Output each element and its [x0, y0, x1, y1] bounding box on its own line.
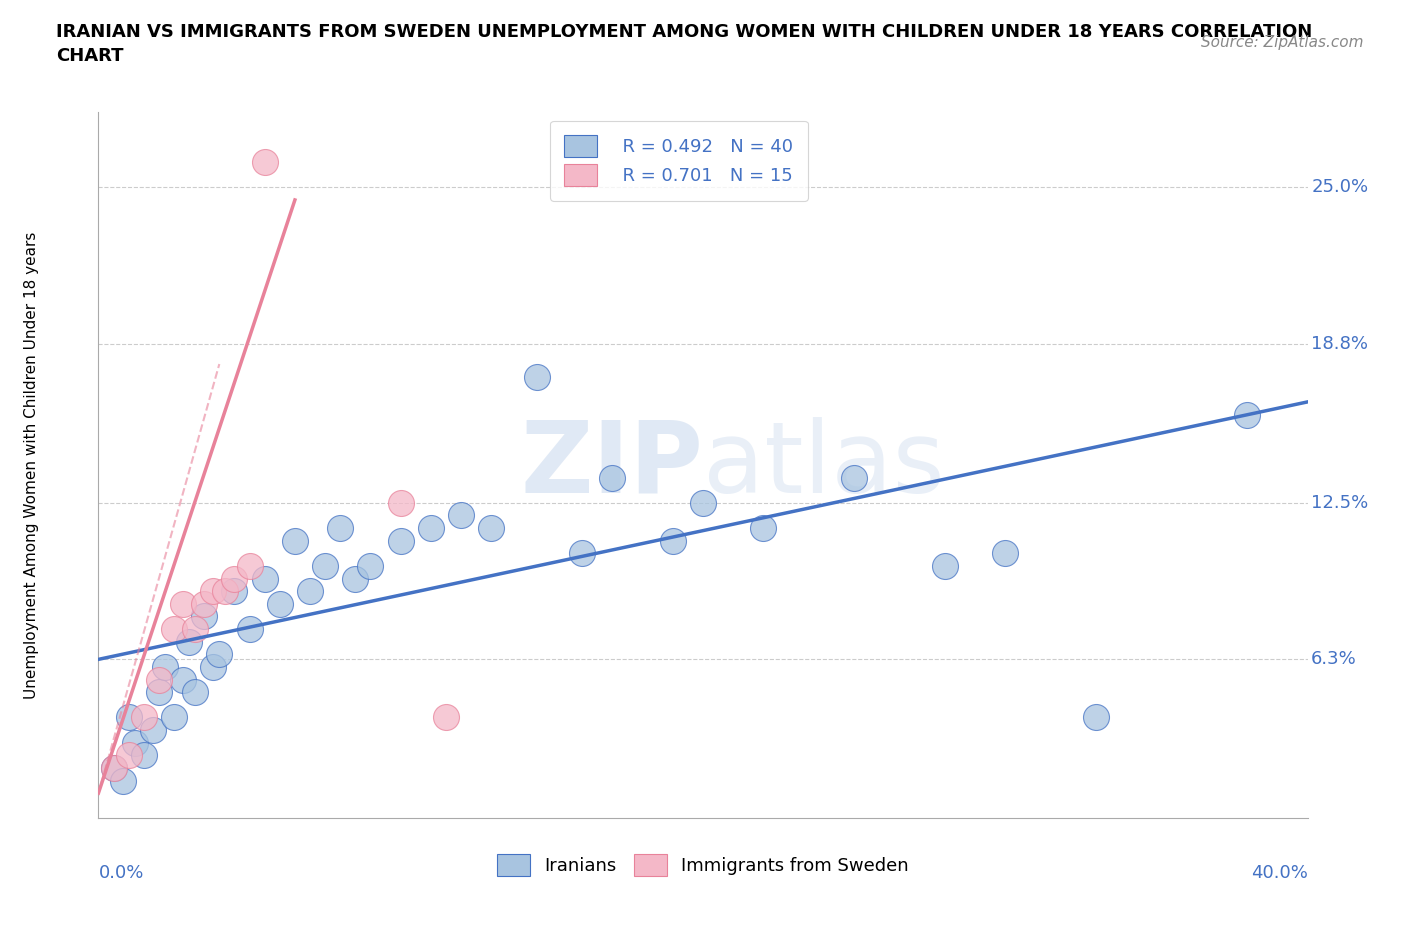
Point — [314, 559, 336, 574]
Point — [132, 748, 155, 763]
Point — [269, 596, 291, 611]
Text: IRANIAN VS IMMIGRANTS FROM SWEDEN UNEMPLOYMENT AMONG WOMEN WITH CHILDREN UNDER 1: IRANIAN VS IMMIGRANTS FROM SWEDEN UNEMPL… — [56, 23, 1312, 65]
Point — [193, 596, 215, 611]
Text: 12.5%: 12.5% — [1312, 494, 1368, 512]
Text: atlas: atlas — [703, 417, 945, 513]
Point — [184, 621, 207, 636]
Text: 25.0%: 25.0% — [1312, 179, 1368, 196]
Point — [692, 496, 714, 511]
Point — [661, 533, 683, 548]
Point — [239, 559, 262, 574]
Point — [239, 621, 262, 636]
Point — [179, 634, 201, 649]
Point — [153, 659, 176, 674]
Point — [994, 546, 1017, 561]
Point — [111, 773, 134, 788]
Point — [253, 571, 276, 586]
Point — [934, 559, 956, 574]
Text: 6.3%: 6.3% — [1312, 650, 1357, 669]
Point — [118, 710, 141, 724]
Point — [202, 659, 225, 674]
Point — [142, 723, 165, 737]
Point — [389, 496, 412, 511]
Point — [844, 471, 866, 485]
Point — [1236, 407, 1258, 422]
Point — [148, 672, 170, 687]
Point — [124, 736, 146, 751]
Point — [571, 546, 593, 561]
Point — [202, 584, 225, 599]
Point — [103, 761, 125, 776]
Text: ZIP: ZIP — [520, 417, 703, 513]
Point — [434, 710, 457, 724]
Text: 40.0%: 40.0% — [1251, 864, 1308, 883]
Point — [1085, 710, 1108, 724]
Point — [389, 533, 412, 548]
Point — [148, 684, 170, 699]
Text: Source: ZipAtlas.com: Source: ZipAtlas.com — [1201, 35, 1364, 50]
Point — [481, 521, 503, 536]
Point — [602, 471, 624, 485]
Point — [329, 521, 352, 536]
Legend: Iranians, Immigrants from Sweden: Iranians, Immigrants from Sweden — [482, 840, 924, 891]
Point — [360, 559, 382, 574]
Text: 18.8%: 18.8% — [1312, 335, 1368, 352]
Point — [224, 571, 246, 586]
Point — [224, 584, 246, 599]
Point — [163, 710, 186, 724]
Point — [253, 154, 276, 169]
Point — [184, 684, 207, 699]
Point — [299, 584, 322, 599]
Point — [214, 584, 236, 599]
Point — [118, 748, 141, 763]
Point — [172, 672, 194, 687]
Point — [284, 533, 307, 548]
Point — [132, 710, 155, 724]
Point — [344, 571, 367, 586]
Point — [208, 647, 231, 662]
Point — [752, 521, 775, 536]
Text: 0.0%: 0.0% — [98, 864, 143, 883]
Point — [450, 508, 472, 523]
Point — [193, 609, 215, 624]
Point — [172, 596, 194, 611]
Point — [163, 621, 186, 636]
Text: Unemployment Among Women with Children Under 18 years: Unemployment Among Women with Children U… — [24, 232, 39, 698]
Point — [420, 521, 443, 536]
Point — [526, 369, 548, 384]
Point — [103, 761, 125, 776]
